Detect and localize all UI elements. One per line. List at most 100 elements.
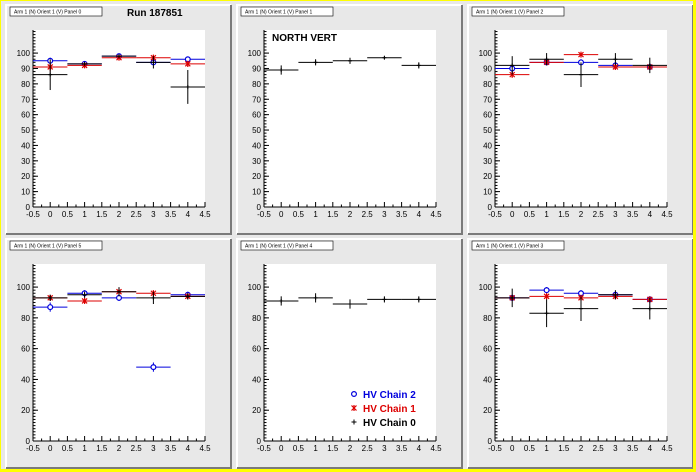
x-tick-label: 3	[382, 210, 387, 219]
data-point-plus	[510, 63, 515, 68]
y-tick-label: 0	[488, 437, 493, 446]
y-tick-label: 80	[21, 314, 30, 323]
x-tick-label: 2.5	[593, 210, 605, 219]
y-tick-label: 40	[483, 141, 492, 150]
chart-panel-4: Arm 1 (N) Orient 1 (V) Panel 4-0.5 0 0.5 1 1…	[236, 238, 463, 469]
data-point-plus	[82, 61, 87, 66]
data-point-plus	[416, 297, 421, 302]
data-point-plus	[382, 55, 387, 60]
x-tick-label: 1	[313, 210, 318, 219]
data-point-plus	[185, 84, 190, 89]
y-tick-label: 10	[483, 188, 492, 197]
x-tick-label: 2.5	[131, 444, 143, 453]
x-tick-label: 4	[648, 444, 653, 453]
x-tick-label: 3	[151, 444, 156, 453]
x-tick-label: -0.5	[488, 444, 502, 453]
x-tick-label: -0.5	[26, 210, 40, 219]
data-point-plus	[117, 289, 121, 294]
y-tick-label: 90	[483, 64, 492, 73]
chart-panel-1: Arm 1 (N) Orient 1 (V) Panel 1-0.5 0 0.5 1 1…	[236, 4, 463, 235]
x-tick-label: 1	[82, 210, 87, 219]
data-point-plus	[82, 292, 87, 297]
y-tick-label: 30	[483, 157, 492, 166]
y-tick-label: 80	[21, 80, 30, 89]
x-tick-label: 3	[613, 444, 618, 453]
y-tick-label: 20	[21, 406, 30, 415]
data-point-plus	[579, 72, 583, 77]
y-tick-label: 70	[483, 95, 492, 104]
data-point-plus	[613, 57, 618, 62]
x-tick-label: 0.5	[524, 210, 536, 219]
data-point-circle	[47, 304, 54, 311]
x-tick-label: 2.5	[362, 444, 374, 453]
x-tick-label: -0.5	[26, 444, 40, 453]
x-tick-label: 0	[510, 444, 515, 453]
y-tick-label: 100	[248, 283, 262, 292]
data-point-plus	[382, 297, 387, 302]
panel-title-box	[9, 240, 103, 251]
panel-title: Arm 1 (N) Orient 1 (V) Panel 5	[14, 244, 81, 250]
y-tick-label: 50	[252, 126, 261, 135]
data-point-plus	[348, 302, 352, 307]
y-tick-label: 100	[479, 283, 493, 292]
x-tick-label: 3.5	[396, 210, 408, 219]
x-tick-label: -0.5	[257, 210, 271, 219]
y-tick-label: 50	[21, 126, 30, 135]
x-tick-label: 4.5	[430, 210, 442, 219]
y-tick-label: 50	[483, 126, 492, 135]
y-tick-label: 10	[252, 188, 261, 197]
y-tick-label: 60	[21, 345, 30, 354]
x-tick-label: 4	[186, 210, 191, 219]
data-point-plus	[647, 63, 652, 68]
x-tick-label: 1.5	[327, 444, 339, 453]
data-point-plus	[416, 63, 421, 68]
x-tick-label: 4.5	[199, 210, 211, 219]
series-chain0	[495, 288, 667, 328]
series-chain0	[264, 293, 436, 309]
x-tick-label: 4.5	[661, 210, 673, 219]
x-tick-label: 2	[117, 444, 122, 453]
data-point-plus	[510, 295, 515, 300]
y-tick-label: 100	[17, 49, 31, 58]
series-chain0	[33, 54, 205, 104]
x-tick-label: 1.5	[327, 210, 339, 219]
y-tick-label: 100	[479, 49, 493, 58]
x-tick-label: 0	[279, 210, 284, 219]
data-point-star	[81, 297, 88, 304]
y-tick-label: 30	[21, 157, 30, 166]
panel-bevel-light	[236, 238, 462, 468]
panel-bevel-light	[467, 238, 693, 468]
data-point-star	[578, 51, 584, 58]
series-chain0	[264, 55, 436, 75]
legend-marker-plus	[351, 419, 357, 425]
x-tick-label: 2.5	[131, 210, 143, 219]
y-tick-label: 40	[21, 141, 30, 150]
x-tick-label: 4.5	[661, 444, 673, 453]
panel-title-box	[471, 6, 565, 17]
chart-panel-5: Arm 1 (N) Orient 1 (V) Panel 3-0.5 0 0.5 1 1…	[467, 238, 693, 469]
data-point-plus	[151, 295, 156, 300]
data-point-plus	[48, 72, 53, 77]
y-tick-label: 80	[252, 314, 261, 323]
y-tick-label: 90	[21, 64, 30, 73]
panel-bevel-light	[467, 4, 693, 234]
data-point-plus	[313, 60, 318, 65]
x-tick-label: 3	[151, 210, 156, 219]
plot-area	[264, 30, 436, 207]
x-tick-label: 1	[82, 444, 87, 453]
panel-bevel-light	[236, 4, 462, 234]
x-tick-label: 2	[117, 210, 122, 219]
data-point-plus	[544, 311, 549, 316]
x-tick-label: 0	[48, 444, 53, 453]
panel-bevel-dark	[6, 5, 232, 235]
panel-bevel-light	[5, 238, 231, 468]
x-tick-label: 1.5	[558, 444, 570, 453]
panel-title: Arm 1 (N) Orient 1 (V) Panel 1	[245, 10, 312, 16]
y-tick-label: 40	[252, 141, 261, 150]
panel-title: Arm 1 (N) Orient 1 (V) Panel 4	[245, 244, 312, 250]
legend-marker-star	[351, 405, 357, 411]
y-tick-label: 0	[257, 203, 262, 212]
legend-label-hv-chain-2: HV Chain 2	[363, 390, 416, 401]
data-point-plus	[117, 54, 121, 59]
